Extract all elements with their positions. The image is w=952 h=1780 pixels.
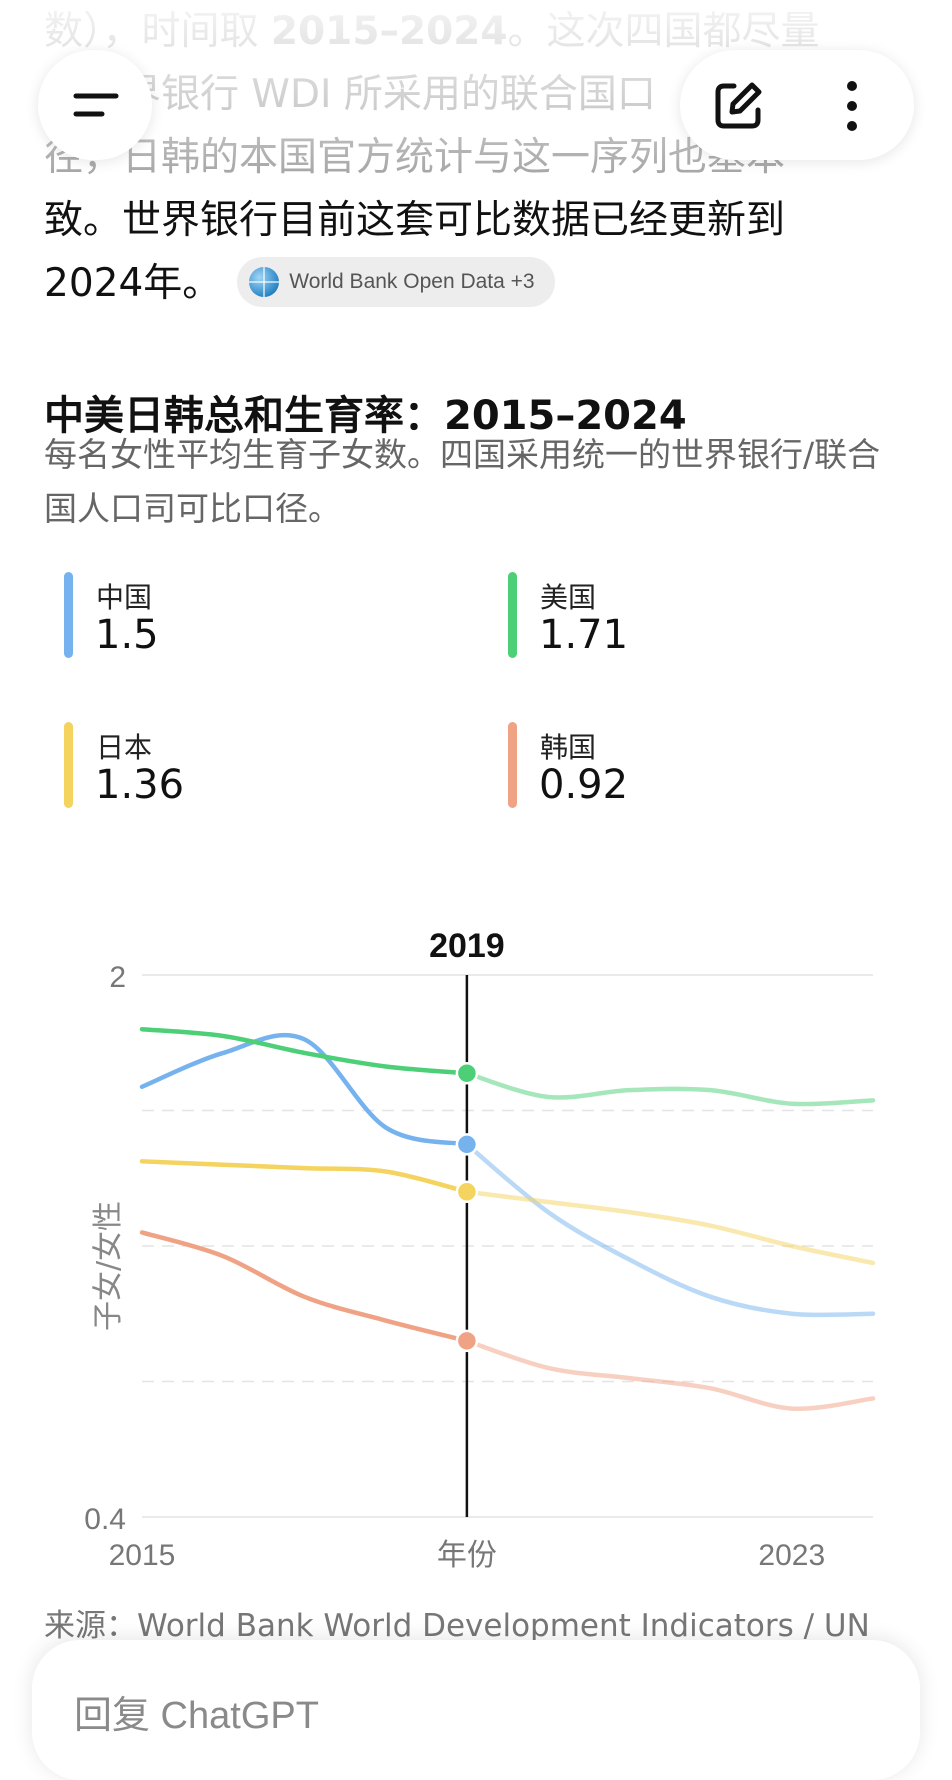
legend-value: 1.36 [95,762,185,808]
legend-item-usa: 美国 1.71 [508,572,808,662]
data-point [455,1133,479,1156]
article-line: 2024年。 World Bank Open Data +3 [44,252,914,315]
data-point [455,1180,479,1204]
menu-button[interactable] [38,50,152,160]
legend-name: 日本 [96,731,153,764]
chart-subtitle: 每名女性平均生育子女数。四国采用统一的世界银行/联合国人口司可比口径。 [44,435,881,528]
legend-value: 1.71 [539,612,629,658]
more-options-icon[interactable] [842,78,862,134]
header-actions [680,50,914,160]
reply-input-placeholder[interactable]: 回复 ChatGPT [74,1695,319,1737]
y-tick-label: 0.4 [84,1503,126,1536]
legend-name: 中国 [96,581,153,614]
edit-icon[interactable] [710,78,766,134]
legend-color-bar [64,572,73,658]
x-tick-label: 2023 [758,1539,825,1572]
series-line [139,1032,470,1147]
series-line-faded [464,1070,876,1107]
legend-color-bar [64,722,73,808]
legend-color-bar [508,722,517,808]
y-axis-label: 子女/女性 [91,1201,126,1331]
legend-item-china: 中国 1.5 [64,572,364,662]
x-axis-label: 年份 [437,1538,497,1573]
legend-item-japan: 日本 1.36 [64,722,364,812]
chart-source: 来源：World Bank World Development Indicato… [44,1608,870,1644]
legend-name: 美国 [540,581,597,614]
series-line-faded [464,1338,876,1412]
legend-value: 0.92 [539,762,629,808]
legend-value: 1.5 [95,612,159,658]
series-line [139,1230,470,1344]
article-line: 致。世界银行目前这套可比数据已经更新到 [44,198,786,243]
menu-icon [73,93,119,117]
y-tick-label: 2 [109,961,126,994]
legend-color-bar [508,572,517,658]
data-point [455,1329,479,1353]
series-line [139,1026,470,1076]
series-line-faded [464,1189,876,1266]
highlight-year-label: 2019 [429,927,505,965]
reply-composer[interactable]: 回复 ChatGPT [32,1640,920,1780]
chart-title: 中美日韩总和生育率：2015–2024 [44,393,687,439]
source-chip[interactable]: World Bank Open Data +3 [237,256,555,307]
legend-item-korea: 韩国 0.92 [508,722,808,812]
legend-name: 韩国 [540,731,597,764]
fertility-line-chart[interactable]: 2 0.4 子女/女性 2015 2023 年份 2019 [0,900,952,1580]
series-line-faded [464,1142,876,1318]
data-point [455,1061,479,1085]
x-tick-label: 2015 [109,1539,176,1572]
series-line [139,1159,470,1195]
globe-icon [249,266,280,297]
